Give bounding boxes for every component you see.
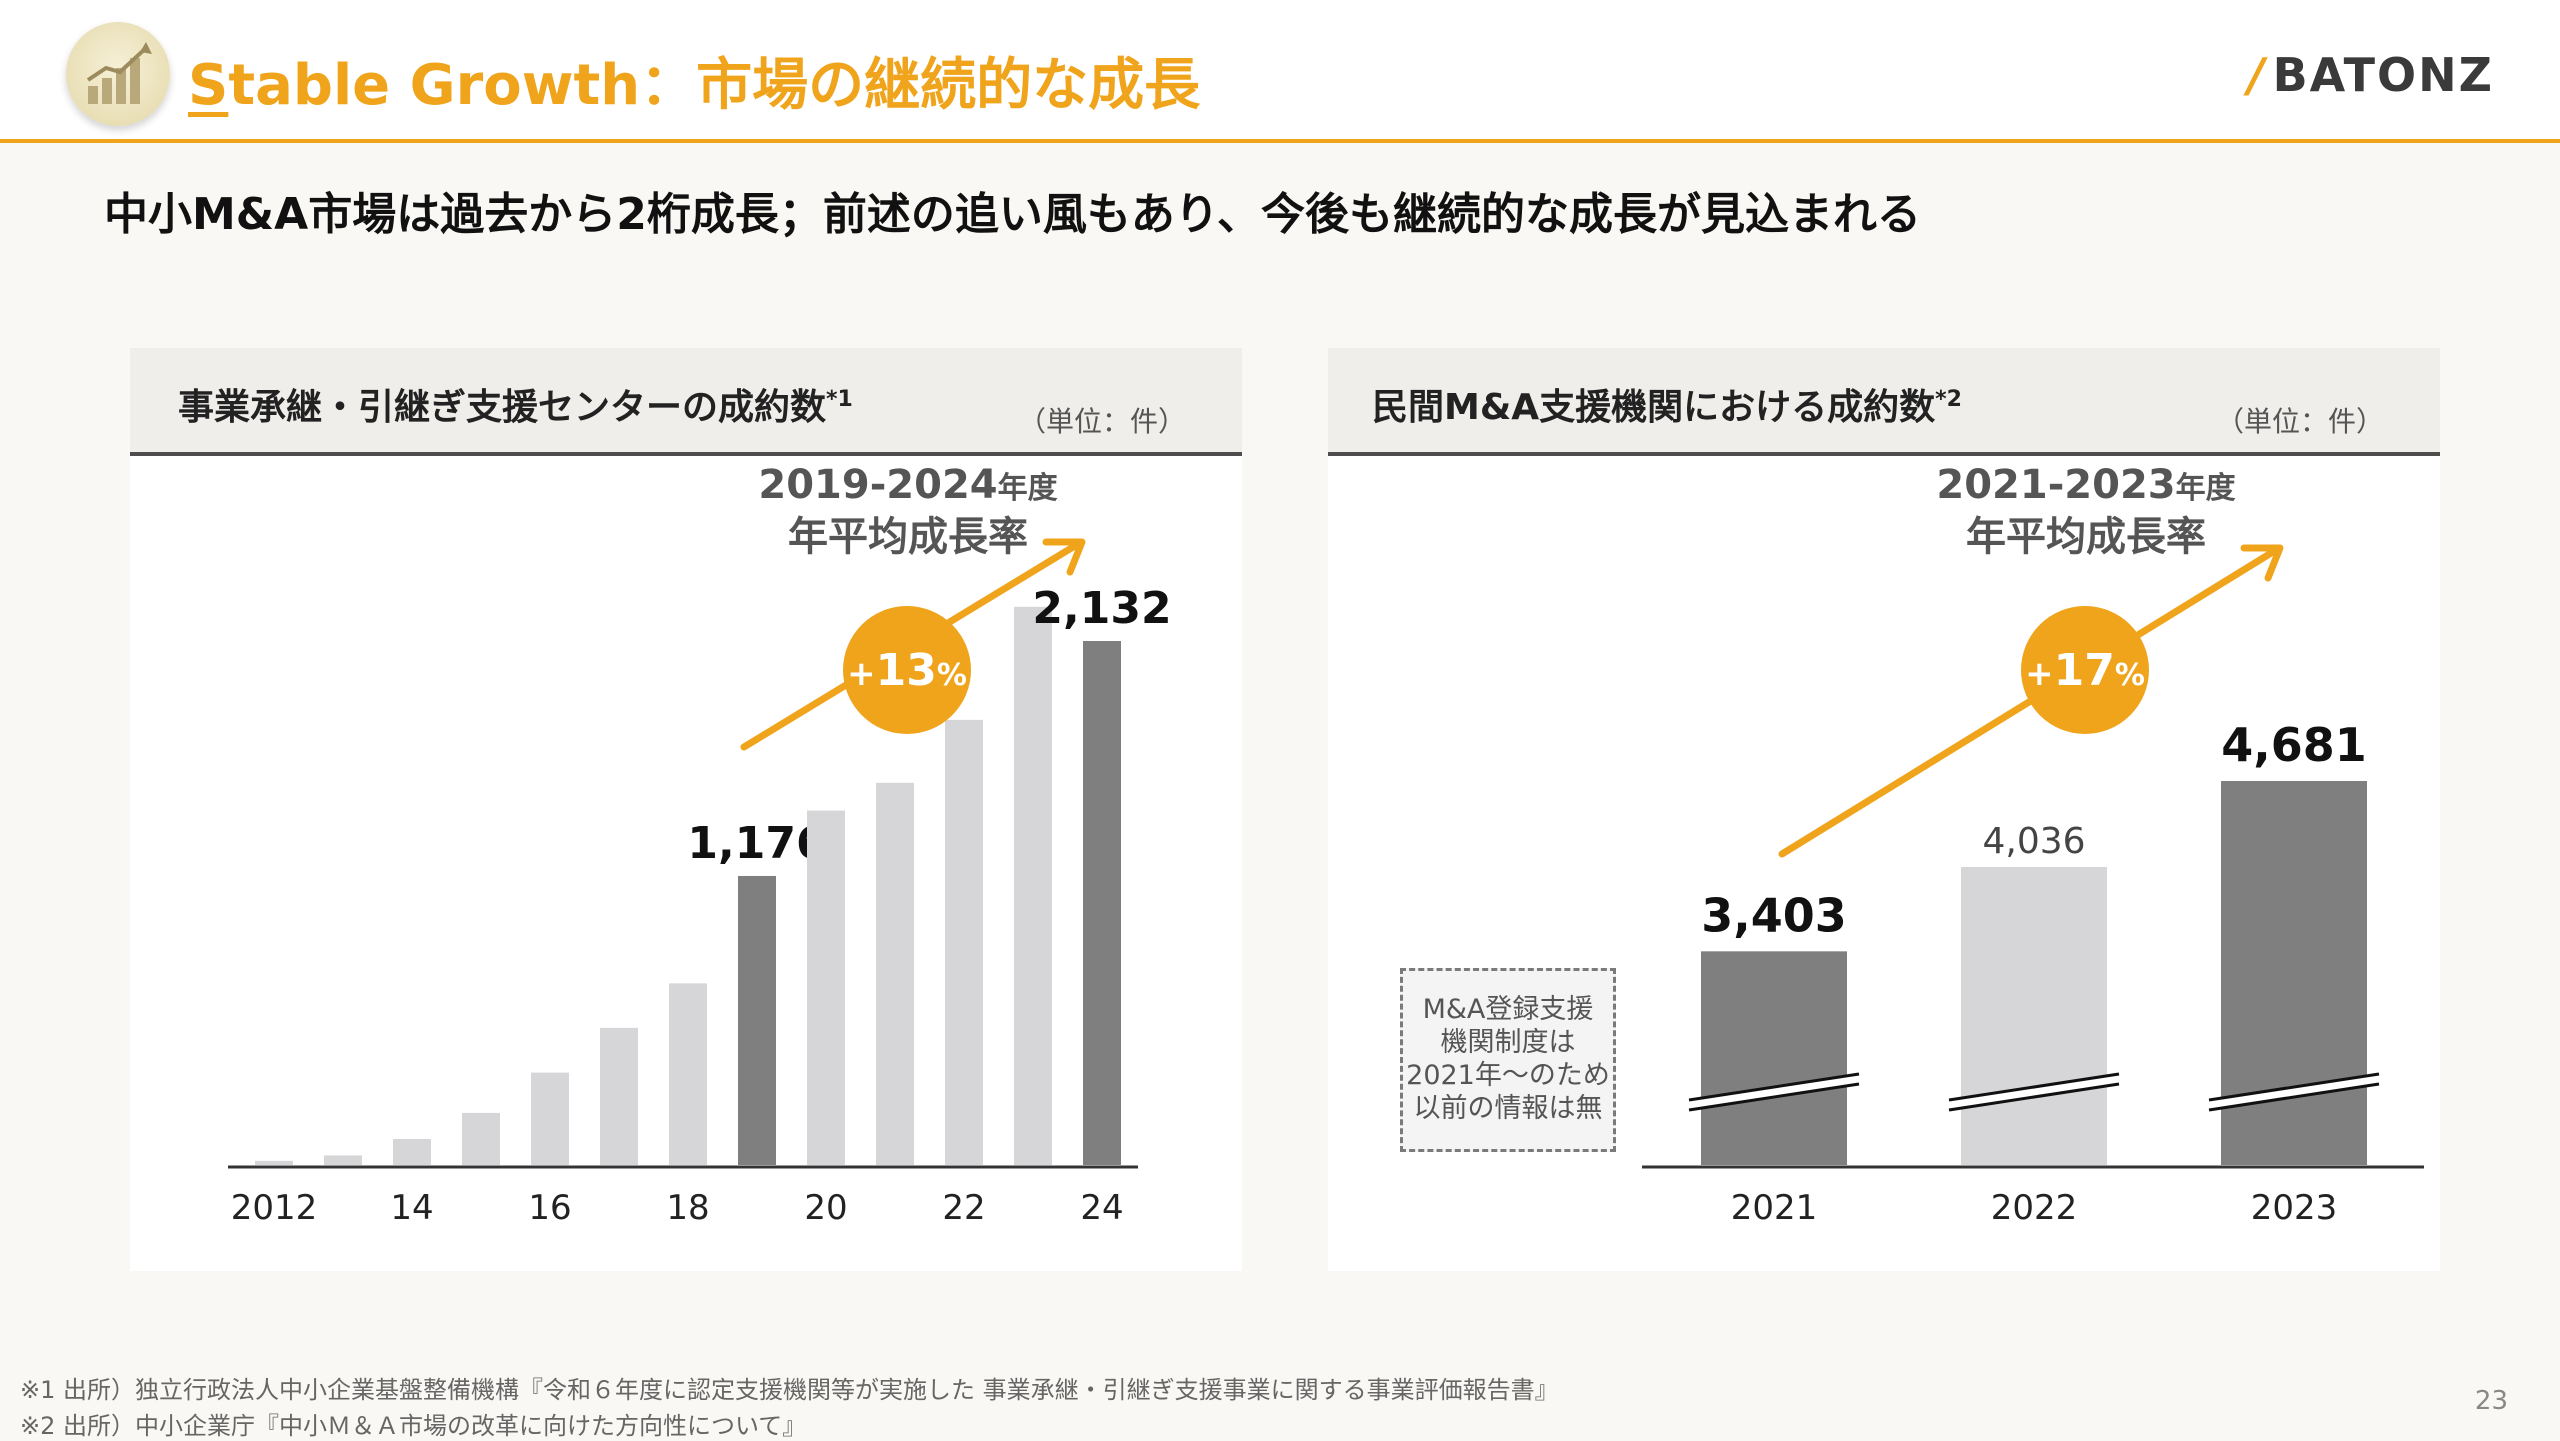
data-label-2021: 3,403 xyxy=(1701,888,1847,942)
x-tick-label: 16 xyxy=(528,1188,571,1228)
x-tick-label: 24 xyxy=(1080,1188,1123,1228)
left-growth-badge-text: +13% xyxy=(847,645,967,696)
axis-break-gap xyxy=(1949,1074,2119,1110)
brand-slash-icon: / xyxy=(2247,48,2267,102)
x-tick-label: 2021 xyxy=(1731,1188,1818,1228)
data-label-2022: 4,036 xyxy=(1982,821,2085,862)
right-growth-badge-text: +17% xyxy=(2025,645,2145,696)
left-panel-unit: （単位：件） xyxy=(1017,405,1186,438)
left-growth-period-years: 2019-2024 xyxy=(758,462,997,508)
axis-break-gap xyxy=(1689,1074,1859,1110)
x-tick-label: 22 xyxy=(942,1188,985,1228)
x-tick-label: 2023 xyxy=(2251,1188,2338,1228)
right-panel-unit: （単位：件） xyxy=(2215,405,2384,438)
x-tick-label: 14 xyxy=(390,1188,433,1228)
left-panel-title-note: *1 xyxy=(826,387,853,412)
left-growth-period-suffix: 年度 xyxy=(998,471,1058,506)
header-rule xyxy=(0,139,2560,143)
right-bar-chart: 3,403 4,036 4,681 2021 2022 2023 +17% 2021-2… xyxy=(1642,462,2424,1228)
right-growth-arrowhead-icon xyxy=(2240,544,2284,582)
left-growth-sign: + xyxy=(847,654,876,694)
left-growth-label: 年平均成長率 xyxy=(788,514,1028,560)
left-growth-period: 2019-2024年度 xyxy=(758,462,1057,508)
footnote-2: ※2 出所）中小企業庁『中小Ｍ＆Ａ市場の改革に向けた方向性について』 xyxy=(20,1412,807,1440)
right-growth-sign: + xyxy=(2025,654,2054,694)
right-growth-unit: % xyxy=(2115,658,2145,693)
axis-break-line xyxy=(1948,1072,2120,1102)
right-growth-period-suffix: 年度 xyxy=(2176,471,2236,506)
bar-2013 xyxy=(324,1155,362,1165)
axis-break-line xyxy=(1948,1082,2120,1112)
note-line: 機関制度は xyxy=(1440,1027,1576,1058)
left-panel-header: 事業承継・引継ぎ支援センターの成約数*1 （単位：件） xyxy=(130,348,1242,456)
left-growth-unit: % xyxy=(937,658,967,693)
note-line: 以前の情報は無 xyxy=(1413,1093,1603,1124)
left-growth-value: 13 xyxy=(876,645,937,696)
left-bar-chart: 1,176 2,132 2012 14 16 18 20 22 24 +13% 2019-20… xyxy=(228,462,1172,1228)
bar-2023 xyxy=(1014,606,1052,1165)
right-panel-header: 民間M&A支援機関における成約数*2 （単位：件） xyxy=(1328,348,2440,456)
right-growth-arrow-line xyxy=(1778,546,2280,858)
brand-name: BATONZ xyxy=(2272,48,2494,102)
page-title-initial: S xyxy=(188,53,229,118)
bar-2020 xyxy=(807,810,845,1165)
page-title: Stable Growth：市場の継続的な成長 xyxy=(188,40,1200,121)
axis-break-line xyxy=(2208,1072,2380,1102)
right-growth-period-years: 2021-2023 xyxy=(1936,462,2175,508)
bar-2022 xyxy=(945,719,983,1165)
bar-2021 xyxy=(1701,951,1847,1165)
left-panel-title-text: 事業承継・引継ぎ支援センターの成約数 xyxy=(178,387,827,428)
bar-chart-growth-icon-graphic xyxy=(86,42,152,104)
data-label-2019: 1,176 xyxy=(687,818,826,869)
bar-2023 xyxy=(2221,781,2367,1165)
axis-break-line xyxy=(1688,1082,1860,1112)
bar-2024 xyxy=(1083,641,1121,1165)
bar-2012 xyxy=(255,1160,293,1165)
header-bar xyxy=(0,0,2560,142)
x-tick-label: 2022 xyxy=(1991,1188,2078,1228)
axis-break-gap xyxy=(2209,1074,2379,1110)
footnote-1: ※1 出所）独立行政法人中小企業基盤整備機構『令和６年度に認定支援機関等が実施し… xyxy=(20,1376,1559,1404)
right-growth-badge xyxy=(2021,606,2149,734)
data-label-2024: 2,132 xyxy=(1032,583,1171,634)
axis-break-line xyxy=(1688,1072,1860,1102)
right-panel-title-note: *2 xyxy=(1935,387,1962,412)
brand-logo: / BATONZ xyxy=(2248,48,2494,102)
data-label-2023: 4,681 xyxy=(2221,718,2367,772)
page-title-rest: table Growth：市場の継続的な成長 xyxy=(228,53,1201,118)
page-number: 23 xyxy=(2474,1386,2508,1416)
note-line: 2021年～のため xyxy=(1406,1060,1610,1091)
x-tick-label: 2012 xyxy=(231,1188,318,1228)
right-panel-title: 民間M&A支援機関における成約数*2 xyxy=(1372,378,1962,430)
data-availability-note: M&A登録支援 機関制度は 2021年～のため 以前の情報は無 xyxy=(1400,968,1616,1152)
bar-2022 xyxy=(1961,866,2107,1165)
bar-chart-growth-icon xyxy=(66,22,170,126)
note-line: M&A登録支援 xyxy=(1422,994,1594,1025)
right-growth-value: 17 xyxy=(2054,645,2115,696)
bar-2018 xyxy=(669,983,707,1165)
bar-2015 xyxy=(462,1112,500,1165)
bar-2017 xyxy=(600,1027,638,1165)
bar-2014 xyxy=(393,1138,431,1165)
page-headline: 中小M&A市場は過去から2桁成長；前述の追い風もあり、今後も継続的な成長が見込ま… xyxy=(104,189,1922,240)
bar-2019 xyxy=(738,875,776,1165)
left-chart-panel: 事業承継・引継ぎ支援センターの成約数*1 （単位：件） 1,176 2,132 2… xyxy=(130,348,1242,1271)
left-growth-arrowhead-icon xyxy=(1042,538,1086,576)
x-tick-label: 18 xyxy=(666,1188,709,1228)
right-growth-label: 年平均成長率 xyxy=(1966,514,2206,560)
left-growth-badge xyxy=(843,606,971,734)
right-panel-title-text: 民間M&A支援機関における成約数 xyxy=(1372,387,1936,428)
left-panel-title: 事業承継・引継ぎ支援センターの成約数*1 xyxy=(178,378,853,430)
bar-2016 xyxy=(531,1072,569,1165)
bar-2021 xyxy=(876,782,914,1165)
right-growth-period: 2021-2023年度 xyxy=(1936,462,2235,508)
axis-break-line xyxy=(2208,1082,2380,1112)
x-tick-label: 20 xyxy=(804,1188,847,1228)
